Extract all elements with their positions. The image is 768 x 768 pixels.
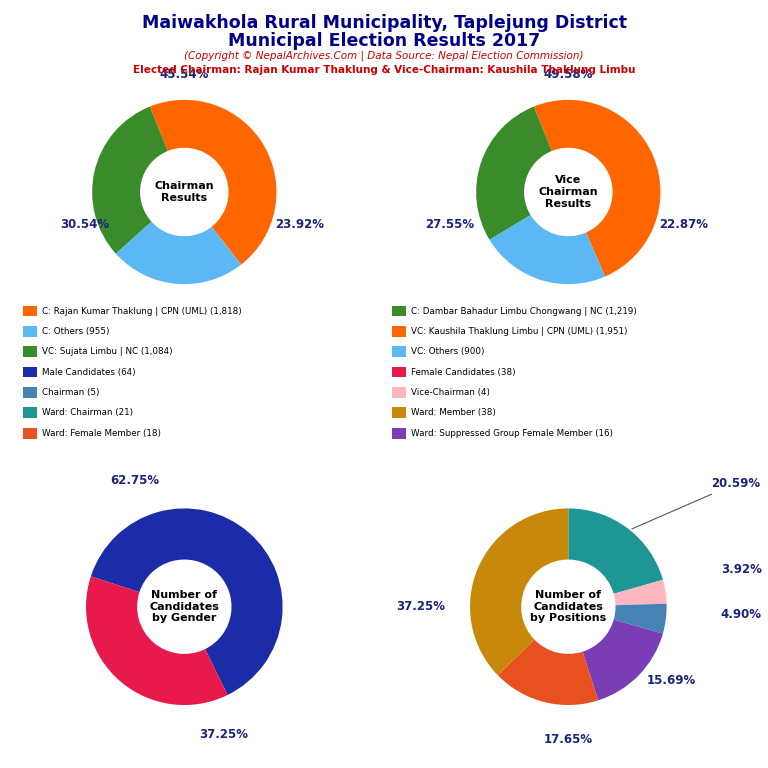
Wedge shape [614,580,667,605]
Wedge shape [92,107,167,253]
Wedge shape [86,576,227,705]
Text: Ward: Suppressed Group Female Member (16): Ward: Suppressed Group Female Member (16… [411,429,613,438]
Text: Number of
Candidates
by Gender: Number of Candidates by Gender [150,590,219,624]
Text: 15.69%: 15.69% [647,674,696,687]
Text: Chairman (5): Chairman (5) [42,388,100,397]
Text: VC: Kaushila Thaklung Limbu | CPN (UML) (1,951): VC: Kaushila Thaklung Limbu | CPN (UML) … [411,327,627,336]
Text: Ward: Member (38): Ward: Member (38) [411,409,496,417]
Text: 37.25%: 37.25% [396,601,445,613]
Text: (Copyright © NepalArchives.Com | Data Source: Nepal Election Commission): (Copyright © NepalArchives.Com | Data So… [184,51,584,61]
Text: Vice
Chairman
Results: Vice Chairman Results [538,175,598,209]
Wedge shape [489,215,605,284]
Text: C: Dambar Bahadur Limbu Chongwang | NC (1,219): C: Dambar Bahadur Limbu Chongwang | NC (… [411,306,637,316]
Text: 62.75%: 62.75% [111,475,160,488]
Wedge shape [91,508,283,695]
Text: Male Candidates (64): Male Candidates (64) [42,368,136,376]
Text: 37.25%: 37.25% [199,728,248,741]
Text: Female Candidates (38): Female Candidates (38) [411,368,515,376]
Wedge shape [470,508,568,675]
Text: 20.59%: 20.59% [632,478,760,529]
Text: Ward: Chairman (21): Ward: Chairman (21) [42,409,134,417]
Text: 3.92%: 3.92% [720,563,762,576]
Text: Number of
Candidates
by Positions: Number of Candidates by Positions [530,590,607,624]
Text: 4.90%: 4.90% [720,608,762,621]
Text: C: Rajan Kumar Thaklung | CPN (UML) (1,818): C: Rajan Kumar Thaklung | CPN (UML) (1,8… [42,306,242,316]
Text: Municipal Election Results 2017: Municipal Election Results 2017 [228,32,540,50]
Text: 30.54%: 30.54% [60,218,109,230]
Wedge shape [498,640,598,705]
Text: Maiwakhola Rural Municipality, Taplejung District: Maiwakhola Rural Municipality, Taplejung… [141,14,627,31]
Text: VC: Sujata Limbu | NC (1,084): VC: Sujata Limbu | NC (1,084) [42,347,173,356]
Text: 17.65%: 17.65% [544,733,593,746]
Text: 27.55%: 27.55% [425,218,475,230]
Text: 23.92%: 23.92% [275,218,324,230]
Text: 22.87%: 22.87% [659,218,708,230]
Wedge shape [583,620,663,700]
Text: Chairman
Results: Chairman Results [154,181,214,203]
Wedge shape [116,222,241,284]
Wedge shape [476,107,551,240]
Text: 45.54%: 45.54% [160,68,209,81]
Text: Elected Chairman: Rajan Kumar Thaklung & Vice-Chairman: Kaushila Thaklung Limbu: Elected Chairman: Rajan Kumar Thaklung &… [133,65,635,75]
Text: VC: Others (900): VC: Others (900) [411,347,485,356]
Text: 49.58%: 49.58% [544,68,593,81]
Wedge shape [150,100,276,264]
Wedge shape [568,508,663,594]
Wedge shape [534,100,660,276]
Text: C: Others (955): C: Others (955) [42,327,110,336]
Text: Ward: Female Member (18): Ward: Female Member (18) [42,429,161,438]
Text: Vice-Chairman (4): Vice-Chairman (4) [411,388,490,397]
Wedge shape [614,604,667,634]
